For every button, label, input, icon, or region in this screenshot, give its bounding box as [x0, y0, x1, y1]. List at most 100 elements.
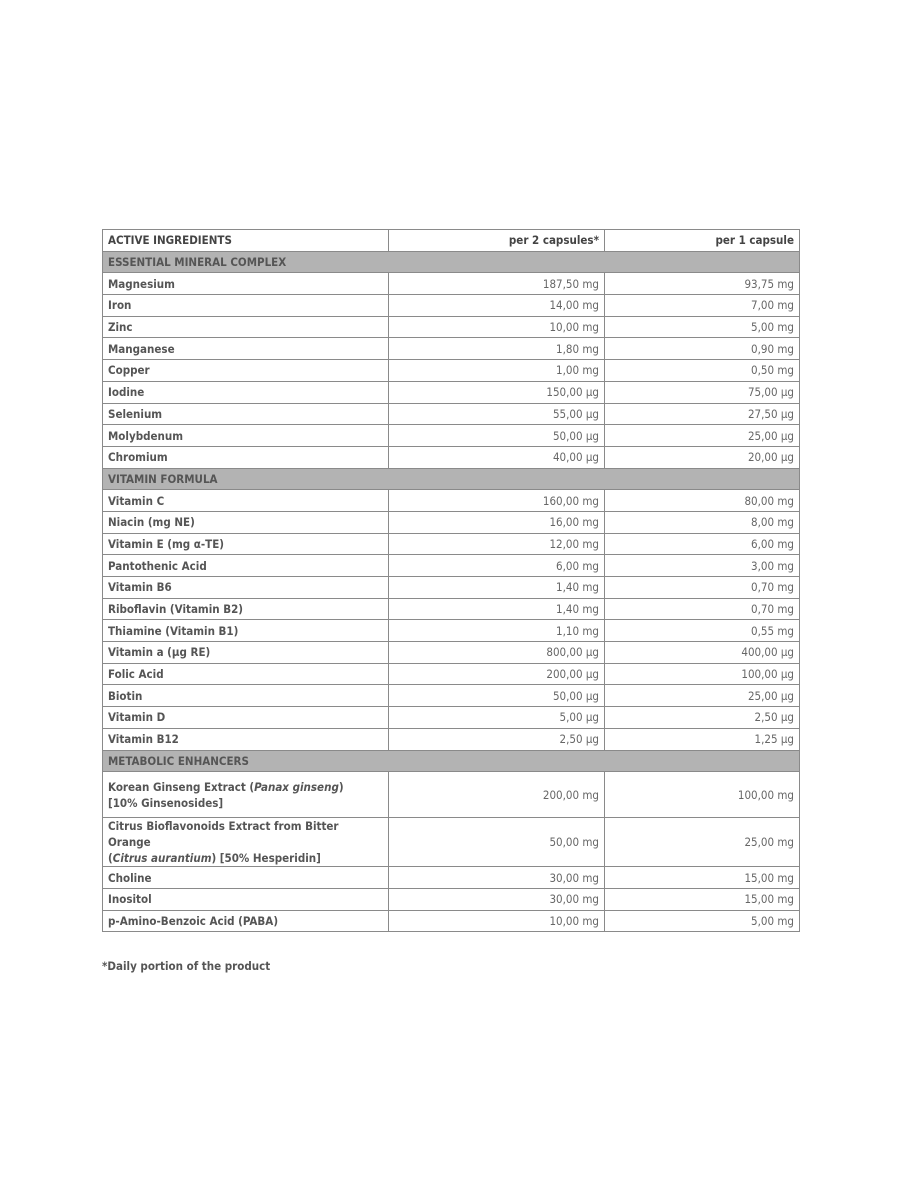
table-row: Riboflavin (Vitamin B2) 1,40 mg 0,70 mg [102, 597, 800, 621]
name-text: p-Amino-Benzoic Acid (PABA) [108, 913, 279, 928]
amount-per-2-capsules: 10,00 mg [388, 909, 605, 933]
amount-per-1-capsule: 15,00 mg [604, 887, 800, 911]
table-row: Zinc 10,00 mg 5,00 mg [102, 315, 800, 339]
amount-per-2-capsules: 10,00 mg [388, 315, 605, 339]
table-row: Korean Ginseng Extract (Panax ginseng) [1… [102, 771, 800, 819]
amount-per-2-capsules: 16,00 mg [388, 510, 605, 534]
table-row: Iodine 150,00 µg 75,00 µg [102, 380, 800, 404]
amount-per-1-capsule: 25,00 mg [604, 817, 800, 868]
amount-per-1-capsule: 0,50 mg [604, 359, 800, 382]
ingredient-name: Folic Acid [102, 662, 389, 686]
table-row: Vitamin B6 1,40 mg 0,70 mg [102, 576, 800, 599]
ingredient-name: Biotin [102, 684, 389, 708]
table-row: Biotin 50,00 µg 25,00 µg [102, 684, 800, 708]
table-row: Vitamin D 5,00 µg 2,50 µg [102, 706, 800, 729]
name-text: Selenium [108, 406, 163, 421]
table-row: Inositol 30,00 mg 15,00 mg [102, 887, 800, 911]
name-text: Niacin (mg NE) [108, 515, 195, 530]
name-text: Citrus Bioflavonoids Extract from Bitter… [108, 819, 339, 850]
amount-per-2-capsules: 160,00 mg [388, 489, 605, 512]
amount-per-1-capsule: 0,90 mg [604, 337, 800, 361]
ingredient-name: Inositol [102, 887, 389, 911]
table-row: Manganese 1,80 mg 0,90 mg [102, 337, 800, 361]
name-text: Vitamin B6 [108, 580, 172, 595]
amount-per-1-capsule: 5,00 mg [604, 909, 800, 933]
table-row: Choline 30,00 mg 15,00 mg [102, 866, 800, 889]
ingredient-name: Molybdenum [102, 424, 389, 447]
table-row: Magnesium 187,50 mg 93,75 mg [102, 272, 800, 296]
name-text: Chromium [108, 450, 168, 465]
ingredients-table: ACTIVE INGREDIENTS per 2 capsules* per 1 c… [102, 229, 800, 933]
table-row: p-Amino-Benzoic Acid (PABA) 10,00 mg 5,00 … [102, 909, 800, 933]
amount-per-1-capsule: 100,00 µg [604, 662, 800, 686]
amount-per-1-capsule: 400,00 µg [604, 641, 800, 664]
amount-per-2-capsules: 50,00 µg [388, 684, 605, 708]
ingredient-name: Niacin (mg NE) [102, 510, 389, 534]
ingredient-name: p-Amino-Benzoic Acid (PABA) [102, 909, 389, 933]
name-text: Zinc [108, 320, 133, 335]
amount-per-1-capsule: 5,00 mg [604, 315, 800, 339]
amount-per-1-capsule: 0,70 mg [604, 576, 800, 599]
name-text: Biotin [108, 688, 143, 703]
amount-per-1-capsule: 1,25 µg [604, 727, 800, 751]
amount-per-1-capsule: 25,00 µg [604, 424, 800, 447]
name-text: Choline [108, 870, 152, 885]
latin-name: Panax ginseng [254, 779, 339, 794]
section-title: ESSENTIAL MINERAL COMPLEX [102, 250, 800, 274]
amount-per-1-capsule: 8,00 mg [604, 510, 800, 534]
name-text: Thiamine (Vitamin B1) [108, 623, 239, 638]
name-text: Vitamin E (mg α-TE) [108, 536, 225, 551]
amount-per-2-capsules: 30,00 mg [388, 866, 605, 889]
name-text: Inositol [108, 892, 152, 907]
name-text: Iron [108, 298, 132, 313]
table-row: Selenium 55,00 µg 27,50 µg [102, 402, 800, 426]
amount-per-1-capsule: 3,00 mg [604, 554, 800, 577]
amount-per-2-capsules: 1,80 mg [388, 337, 605, 361]
table-row: Vitamin a (µg RE) 800,00 µg 400,00 µg [102, 641, 800, 664]
amount-per-2-capsules: 40,00 µg [388, 445, 605, 469]
section-header-row: ESSENTIAL MINERAL COMPLEX [102, 250, 800, 274]
ingredient-name: Citrus Bioflavonoids Extract from Bitter… [102, 817, 389, 868]
amount-per-2-capsules: 200,00 µg [388, 662, 605, 686]
ingredient-name: Copper [102, 359, 389, 382]
table-row: Chromium 40,00 µg 20,00 µg [102, 445, 800, 469]
name-text: ( [108, 851, 113, 866]
name-text: Vitamin a (µg RE) [108, 645, 211, 660]
ingredient-name: Selenium [102, 402, 389, 426]
name-text: [10% Ginsenosides] [108, 795, 224, 810]
table-row: Molybdenum 50,00 µg 25,00 µg [102, 424, 800, 447]
ingredient-name: Vitamin C [102, 489, 389, 512]
amount-per-2-capsules: 1,10 mg [388, 619, 605, 643]
amount-per-2-capsules: 14,00 mg [388, 294, 605, 317]
name-text: Pantothenic Acid [108, 558, 207, 573]
name-text: Manganese [108, 341, 175, 356]
ingredient-name: Thiamine (Vitamin B1) [102, 619, 389, 643]
amount-per-2-capsules: 200,00 mg [388, 771, 605, 819]
table-row: Pantothenic Acid 6,00 mg 3,00 mg [102, 554, 800, 577]
ingredient-name: Vitamin E (mg α-TE) [102, 532, 389, 556]
footnote: *Daily portion of the product [102, 959, 271, 973]
amount-per-2-capsules: 1,00 mg [388, 359, 605, 382]
ingredient-name: Choline [102, 866, 389, 889]
amount-per-2-capsules: 150,00 µg [388, 380, 605, 404]
column-header-per-1-capsule: per 1 capsule [604, 229, 800, 252]
section-title: METABOLIC ENHANCERS [102, 749, 800, 773]
amount-per-1-capsule: 6,00 mg [604, 532, 800, 556]
amount-per-2-capsules: 30,00 mg [388, 887, 605, 911]
latin-name: Citrus aurantium [112, 851, 212, 866]
name-text: Korean Ginseng Extract ( [108, 779, 255, 794]
ingredient-name: Vitamin a (µg RE) [102, 641, 389, 664]
table-row: Citrus Bioflavonoids Extract from Bitter… [102, 817, 800, 868]
amount-per-1-capsule: 20,00 µg [604, 445, 800, 469]
amount-per-1-capsule: 80,00 mg [604, 489, 800, 512]
amount-per-1-capsule: 2,50 µg [604, 706, 800, 729]
ingredient-name: Manganese [102, 337, 389, 361]
ingredient-name: Vitamin D [102, 706, 389, 729]
amount-per-2-capsules: 6,00 mg [388, 554, 605, 577]
column-header-per-2-capsules: per 2 capsules* [388, 229, 605, 252]
name-text: Magnesium [108, 276, 175, 291]
name-text: Molybdenum [108, 428, 184, 443]
amount-per-1-capsule: 0,70 mg [604, 597, 800, 621]
section-header-row: METABOLIC ENHANCERS [102, 749, 800, 773]
amount-per-1-capsule: 75,00 µg [604, 380, 800, 404]
